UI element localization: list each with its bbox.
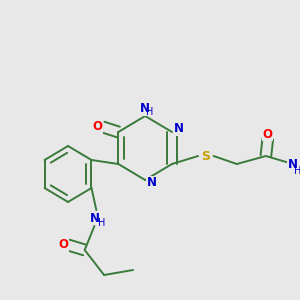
Text: N: N: [288, 158, 298, 170]
Text: N: N: [89, 212, 99, 224]
Text: N: N: [147, 176, 157, 190]
Text: N: N: [140, 103, 150, 116]
Text: O: O: [92, 121, 102, 134]
Text: S: S: [201, 149, 210, 163]
Text: O: O: [263, 128, 273, 140]
Text: H: H: [294, 166, 300, 176]
Text: O: O: [58, 238, 68, 251]
Text: H: H: [146, 107, 154, 117]
Text: H: H: [98, 218, 106, 228]
Text: N: N: [174, 122, 184, 136]
